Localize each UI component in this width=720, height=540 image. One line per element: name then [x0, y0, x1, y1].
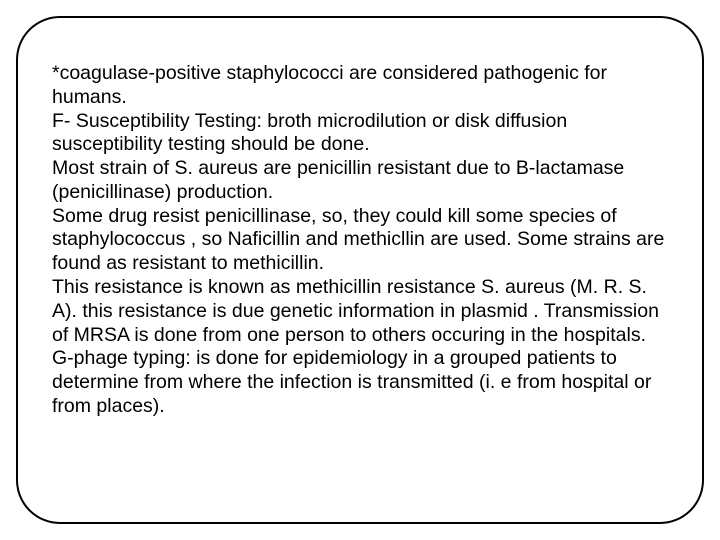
paragraph-1: *coagulase-positive staphylococci are co… [52, 62, 668, 110]
paragraph-2: F- Susceptibility Testing: broth microdi… [52, 110, 668, 158]
slide-content: *coagulase-positive staphylococci are co… [52, 62, 668, 419]
paragraph-3: Most strain of S. aureus are penicillin … [52, 157, 668, 205]
paragraph-6: G-phage typing: is done for epidemiology… [52, 347, 668, 418]
slide-frame: *coagulase-positive staphylococci are co… [16, 16, 704, 524]
paragraph-5: This resistance is known as methicillin … [52, 276, 668, 347]
paragraph-4: Some drug resist penicillinase, so, they… [52, 205, 668, 276]
